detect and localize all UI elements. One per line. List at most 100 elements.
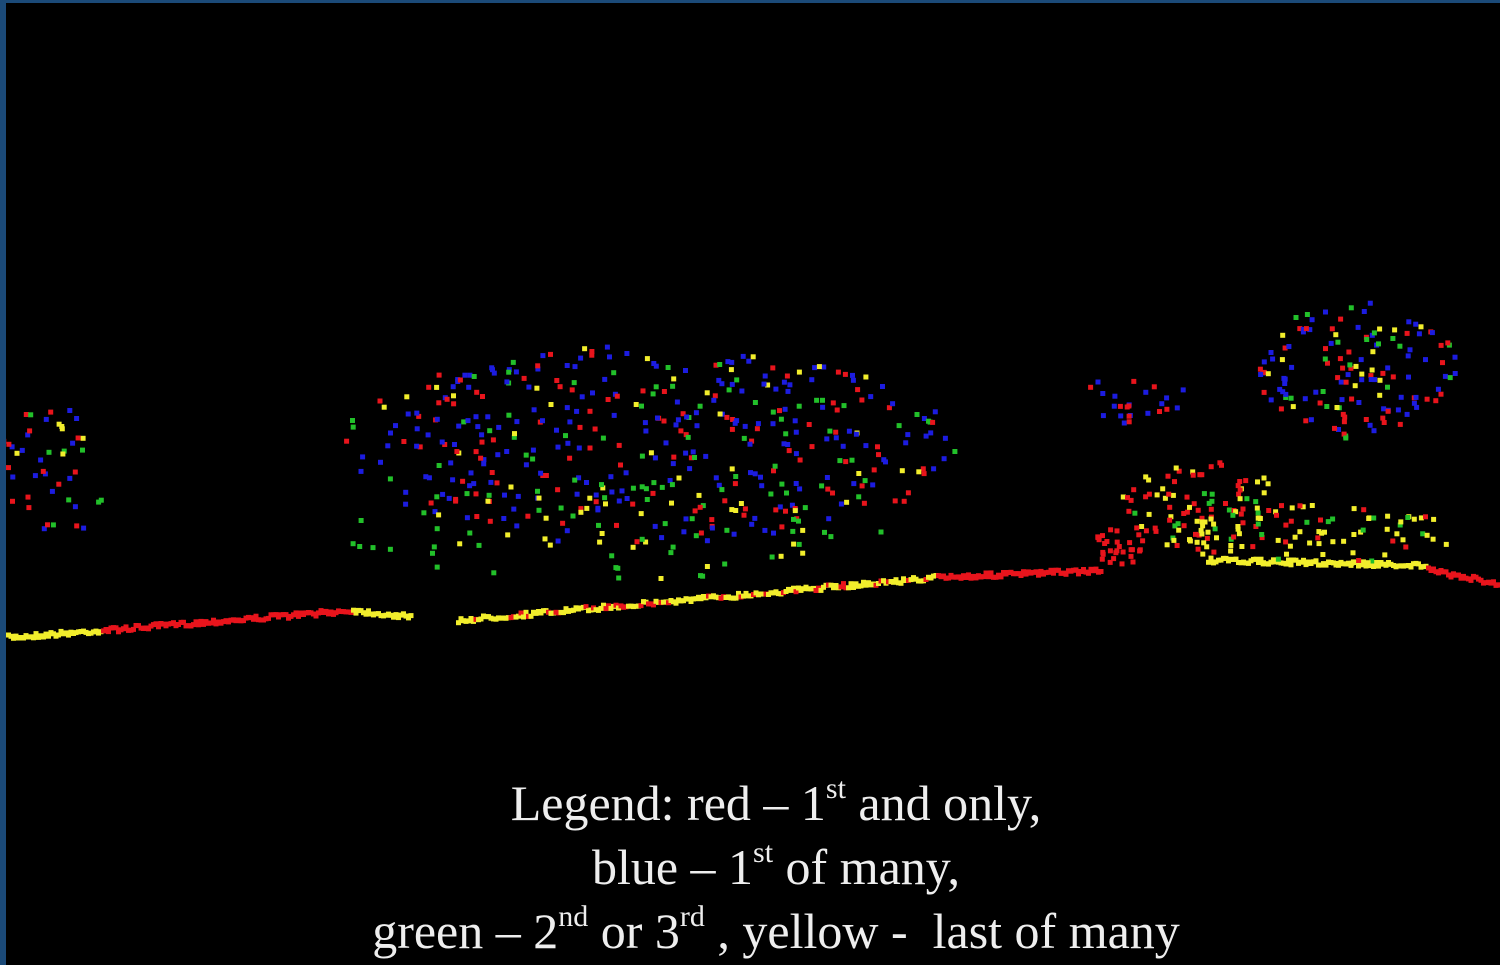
lidar-point — [48, 410, 53, 415]
lidar-point — [1250, 544, 1255, 549]
lidar-point — [862, 501, 867, 506]
lidar-point — [1127, 540, 1132, 545]
lidar-point — [1362, 309, 1367, 314]
lidar-point — [588, 446, 593, 451]
lidar-point — [440, 440, 445, 445]
lidar-point — [590, 390, 595, 395]
lidar-point — [755, 426, 760, 431]
lidar-point — [915, 412, 920, 417]
lidar-point — [1203, 520, 1208, 525]
lidar-point — [10, 475, 15, 480]
lidar-point — [524, 453, 529, 458]
lidar-point — [710, 526, 715, 531]
lidar-point — [653, 455, 658, 460]
lidar-point — [429, 501, 434, 506]
lidar-point — [821, 365, 826, 370]
lidar-point — [589, 353, 594, 358]
lidar-point — [1195, 519, 1200, 524]
lidar-point — [651, 480, 656, 485]
lidar-point — [1349, 397, 1354, 402]
lidar-point — [1274, 513, 1279, 518]
lidar-point — [73, 504, 78, 509]
lidar-point — [414, 444, 419, 449]
lidar-point — [24, 412, 29, 417]
lidar-point — [596, 523, 601, 528]
lidar-point — [734, 596, 739, 601]
lidar-point — [833, 430, 838, 435]
lidar-point — [1209, 556, 1214, 561]
lidar-point — [762, 382, 767, 387]
lidar-point — [1335, 405, 1340, 410]
lidar-point — [796, 519, 801, 524]
lidar-point — [684, 516, 689, 521]
lidar-point — [797, 370, 802, 375]
lidar-point — [1214, 535, 1219, 540]
lidar-point — [1262, 359, 1267, 364]
lidar-point — [1282, 381, 1287, 386]
lidar-point — [847, 429, 852, 434]
lidar-point — [743, 424, 748, 429]
lidar-point — [837, 458, 842, 463]
lidar-point — [1382, 420, 1387, 425]
lidar-point — [1241, 507, 1246, 512]
lidar-point — [570, 387, 575, 392]
lidar-point — [742, 513, 747, 518]
lidar-point — [825, 487, 830, 492]
lidar-point — [60, 452, 65, 457]
lidar-point — [612, 413, 617, 418]
lidar-point — [671, 376, 676, 381]
lidar-point — [1320, 552, 1325, 557]
lidar-point — [516, 494, 521, 499]
lidar-point — [729, 367, 734, 372]
lidar-point — [922, 471, 927, 476]
lidar-point — [634, 402, 639, 407]
lidar-point — [671, 455, 676, 460]
lidar-point — [1336, 561, 1341, 566]
lidar-point — [834, 435, 839, 440]
lidar-point — [1243, 478, 1248, 483]
lidar-point — [1430, 330, 1435, 335]
lidar-point — [1230, 513, 1235, 518]
legend-line: green – 2nd or 3rd , yellow - last of ma… — [306, 899, 1246, 963]
lidar-point — [512, 431, 517, 436]
lidar-point — [643, 429, 648, 434]
lidar-point — [1262, 390, 1267, 395]
lidar-point — [1236, 483, 1241, 488]
lidar-point — [842, 403, 847, 408]
lidar-point — [809, 377, 814, 382]
lidar-point — [694, 410, 699, 415]
lidar-point — [609, 553, 614, 558]
lidar-point — [641, 388, 646, 393]
lidar-point — [989, 570, 994, 575]
lidar-point — [1433, 398, 1438, 403]
lidar-point — [1239, 544, 1244, 549]
lidar-point — [625, 496, 630, 501]
lidar-point — [739, 501, 744, 506]
lidar-point — [597, 540, 602, 545]
legend: Legend: red – 1st and only,blue – 1st of… — [306, 771, 1246, 963]
lidar-point — [1279, 503, 1284, 508]
lidar-point — [6, 465, 11, 470]
lidar-point — [1369, 377, 1374, 382]
legend-text: blue – 1 — [592, 839, 753, 895]
lidar-point — [80, 448, 85, 453]
lidar-point — [810, 444, 815, 449]
lidar-point — [1196, 508, 1201, 513]
lidar-point — [826, 516, 831, 521]
lidar-point — [751, 354, 756, 359]
lidar-point — [1390, 539, 1395, 544]
lidar-point — [1392, 327, 1397, 332]
lidar-point — [1276, 538, 1281, 543]
lidar-point — [1347, 362, 1352, 367]
lidar-point — [1439, 343, 1444, 348]
lidar-point — [1385, 527, 1390, 532]
lidar-point — [654, 364, 659, 369]
lidar-point — [563, 433, 568, 438]
lidar-point — [860, 483, 865, 488]
lidar-point — [822, 530, 827, 535]
lidar-point — [1115, 540, 1120, 545]
lidar-point — [670, 384, 675, 389]
lidar-point — [1420, 531, 1425, 536]
lidar-point — [1323, 346, 1328, 351]
lidar-point — [851, 481, 856, 486]
